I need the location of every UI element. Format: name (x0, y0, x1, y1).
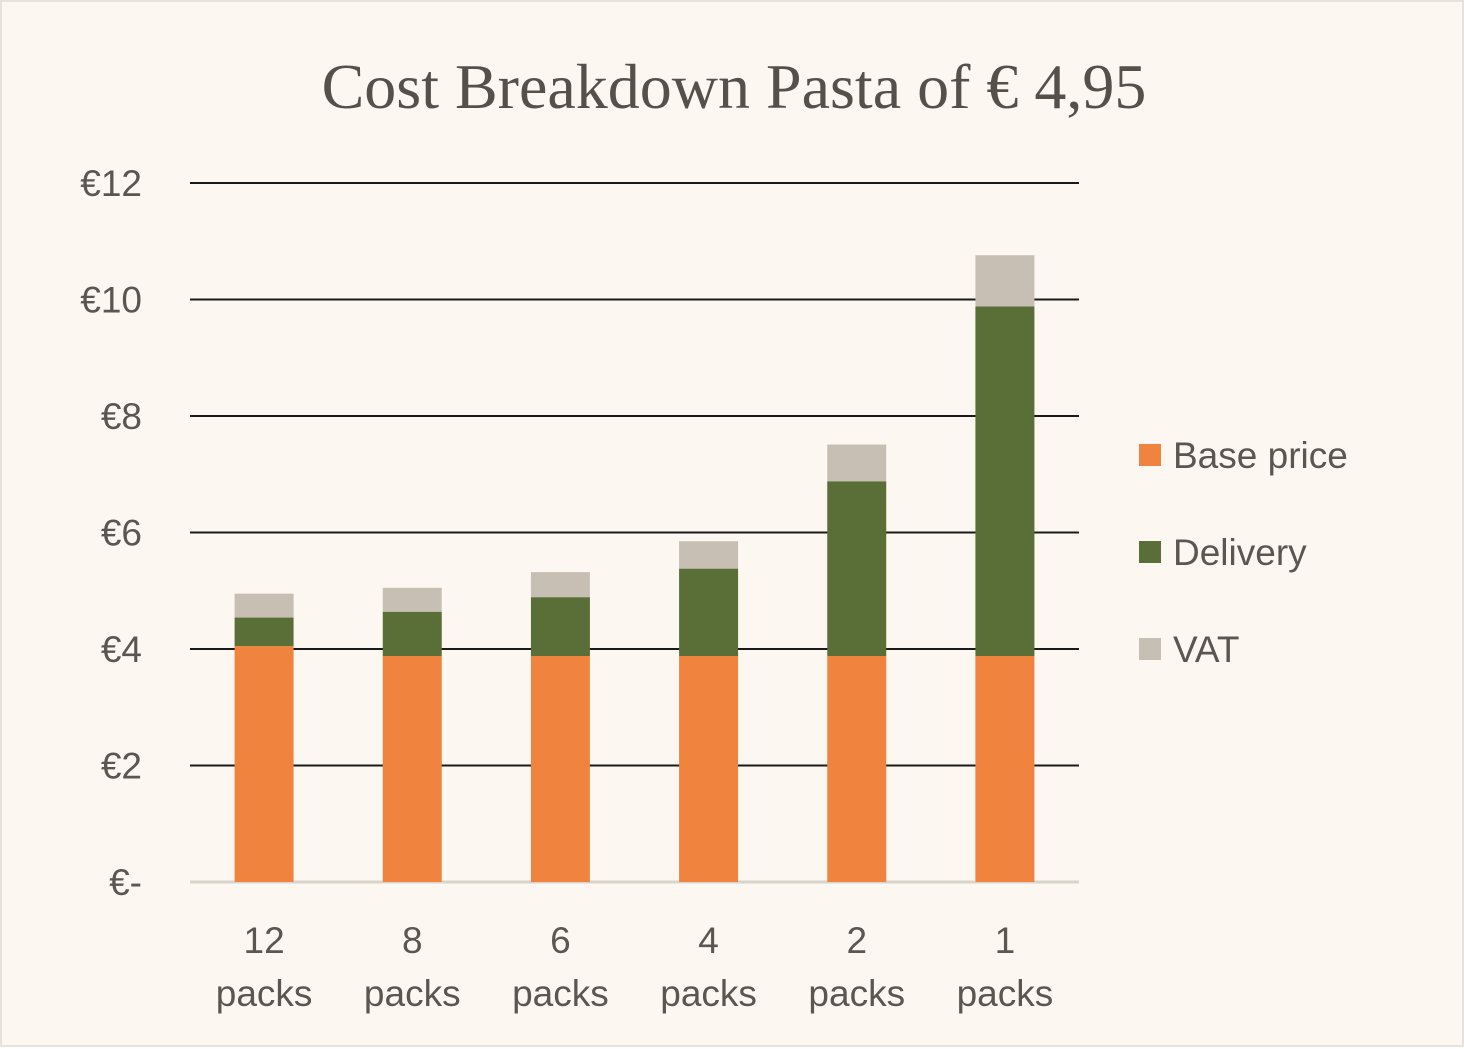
bar-segment-vat (679, 541, 739, 569)
x-tick-label: packs (216, 973, 313, 1014)
y-tick-label: €6 (101, 513, 142, 554)
legend-label: Base price (1173, 435, 1348, 476)
bar-segment-base-price (679, 655, 739, 882)
bar-segment-delivery (975, 306, 1035, 656)
y-tick-label: €10 (80, 280, 142, 321)
legend-swatch (1139, 541, 1161, 563)
bar-segment-vat (975, 255, 1035, 307)
y-tick-label: €8 (101, 396, 142, 437)
bar-segment-delivery (234, 617, 294, 647)
legend-label: Delivery (1173, 532, 1307, 573)
gridlines (190, 182, 1079, 884)
bar-segment-vat (827, 444, 887, 482)
x-tick-label: packs (808, 973, 905, 1014)
legend-swatch (1139, 444, 1161, 466)
x-tick-label: 12 (244, 920, 285, 961)
y-tick-label: €4 (101, 629, 142, 670)
bar-segment-base-price (382, 655, 442, 882)
bar-segment-delivery (530, 597, 590, 656)
x-tick-label: 1 (995, 920, 1016, 961)
bar-segment-delivery (382, 611, 442, 656)
chart-title: Cost Breakdown Pasta of € 4,95 (322, 51, 1147, 122)
x-tick-label: packs (512, 973, 609, 1014)
legend: Base price Delivery VAT (1139, 435, 1348, 670)
x-tick-label: packs (660, 973, 757, 1014)
legend-label: VAT (1173, 629, 1239, 670)
x-tick-label: 8 (402, 920, 423, 961)
bar-segment-vat (382, 587, 442, 612)
y-axis-ticks: €- €2 €4 €6 €8 €10 €12 (80, 163, 142, 903)
bars (234, 255, 1035, 882)
x-axis-ticks: 12 packs 8 packs 6 packs 4 packs 2 packs 1 packs (216, 920, 1053, 1014)
y-tick-label: €2 (101, 746, 142, 787)
y-tick-label: €- (109, 862, 142, 903)
x-tick-label: 6 (550, 920, 571, 961)
bar-segment-base-price (234, 646, 294, 882)
bar-segment-base-price (827, 655, 887, 882)
legend-swatch (1139, 638, 1161, 660)
bar-segment-base-price (975, 655, 1035, 882)
y-tick-label: €12 (80, 163, 142, 204)
x-tick-label: 2 (846, 920, 867, 961)
x-tick-label: 4 (698, 920, 719, 961)
x-tick-label: packs (957, 973, 1054, 1014)
bar-segment-vat (530, 572, 590, 598)
bar-segment-delivery (679, 568, 739, 656)
x-tick-label: packs (364, 973, 461, 1014)
bar-segment-delivery (827, 481, 887, 656)
bar-segment-vat (234, 593, 294, 618)
bar-segment-base-price (530, 655, 590, 882)
